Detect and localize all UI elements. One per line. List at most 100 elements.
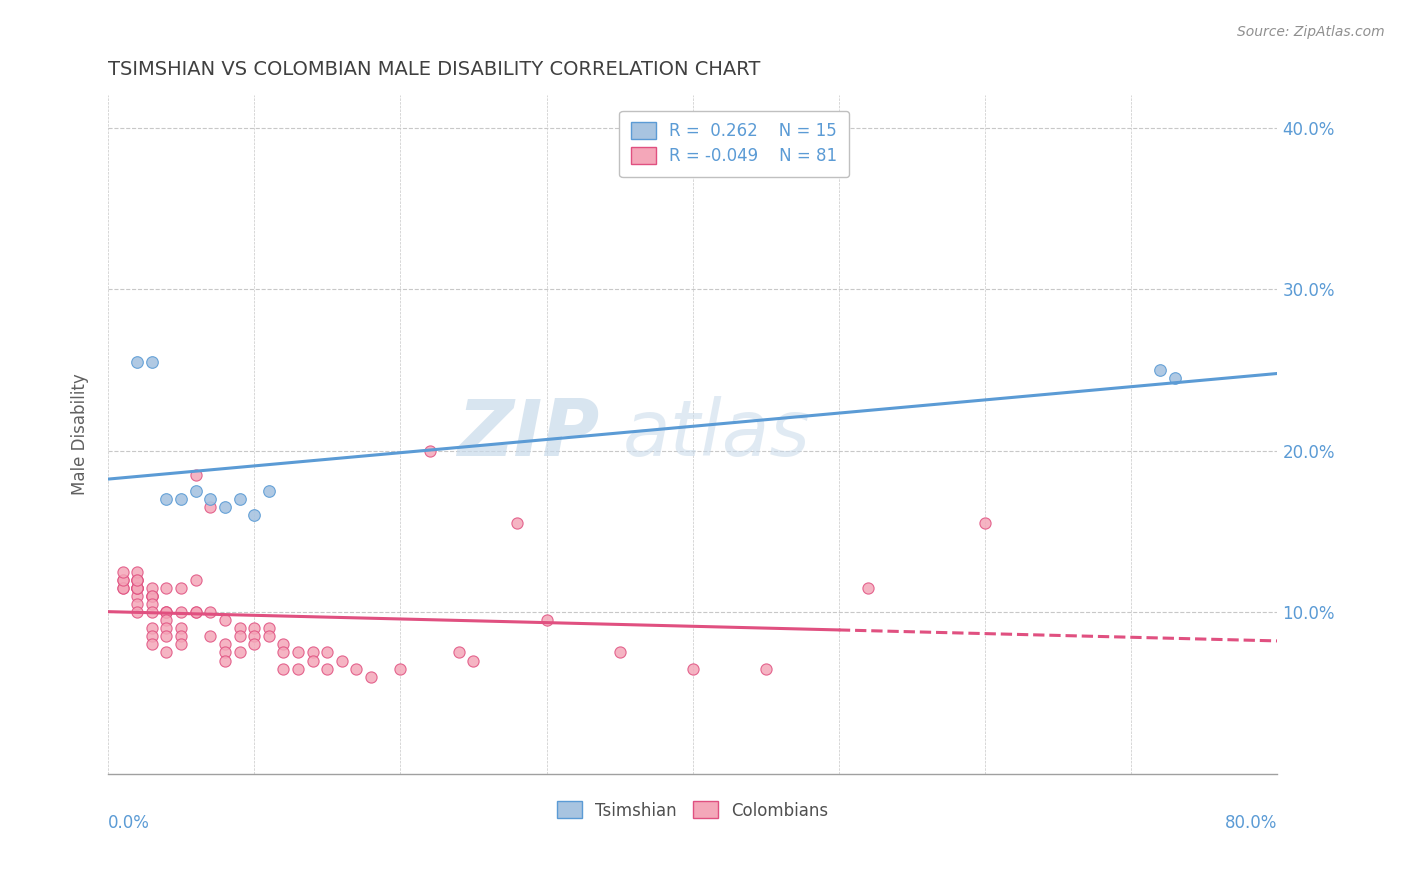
Point (127, 581, 149, 595)
Point (141, 605, 163, 619)
Point (184, 605, 207, 619)
Point (463, 653, 485, 667)
Point (127, 581, 149, 595)
Point (111, 581, 134, 595)
Point (609, 645, 631, 659)
Text: 80.0%: 80.0% (1225, 814, 1278, 832)
Point (184, 483, 207, 498)
Point (287, 645, 309, 659)
Point (214, 613, 236, 627)
Point (447, 645, 470, 659)
Point (141, 637, 163, 651)
Point (536, 613, 558, 627)
Point (127, 605, 149, 619)
Point (214, 653, 236, 667)
Point (155, 613, 177, 627)
Point (170, 581, 193, 595)
Point (1149, 363, 1171, 377)
Point (360, 670, 382, 684)
Point (200, 629, 222, 643)
Point (127, 355, 149, 369)
Point (127, 581, 149, 595)
Point (127, 589, 149, 603)
Point (141, 581, 163, 595)
Point (228, 629, 250, 643)
Point (155, 605, 177, 619)
Point (1164, 371, 1187, 385)
Text: TSIMSHIAN VS COLOMBIAN MALE DISABILITY CORRELATION CHART: TSIMSHIAN VS COLOMBIAN MALE DISABILITY C… (108, 60, 761, 78)
Point (301, 653, 323, 667)
Point (155, 605, 177, 619)
Text: Source: ZipAtlas.com: Source: ZipAtlas.com (1237, 25, 1385, 39)
Point (330, 653, 353, 667)
Point (141, 597, 163, 611)
Point (155, 581, 177, 595)
Point (155, 491, 177, 506)
Text: atlas: atlas (623, 396, 810, 473)
Point (111, 573, 134, 587)
Point (155, 621, 177, 635)
Point (301, 645, 323, 659)
Point (316, 645, 339, 659)
Point (273, 637, 295, 651)
Point (243, 637, 266, 651)
Point (127, 573, 149, 587)
Point (257, 621, 280, 635)
Point (346, 662, 368, 676)
Point (243, 508, 266, 523)
Point (682, 662, 704, 676)
Legend: Tsimshian, Colombians: Tsimshian, Colombians (550, 795, 835, 826)
Point (111, 573, 134, 587)
Point (155, 605, 177, 619)
Point (155, 645, 177, 659)
Point (287, 662, 309, 676)
Point (170, 629, 193, 643)
Point (141, 589, 163, 603)
Point (419, 443, 441, 458)
Point (389, 662, 412, 676)
Point (273, 662, 295, 676)
Point (170, 605, 193, 619)
Point (243, 621, 266, 635)
Point (111, 565, 134, 579)
Point (127, 573, 149, 587)
Point (127, 597, 149, 611)
Point (141, 589, 163, 603)
Point (127, 581, 149, 595)
Point (273, 645, 295, 659)
Point (155, 629, 177, 643)
Y-axis label: Male Disability: Male Disability (72, 374, 89, 495)
Point (755, 662, 778, 676)
Point (141, 621, 163, 635)
Point (170, 637, 193, 651)
Point (257, 483, 280, 498)
Point (506, 516, 529, 531)
Point (184, 467, 207, 482)
Point (257, 629, 280, 643)
Point (316, 662, 339, 676)
Point (200, 500, 222, 515)
Point (214, 637, 236, 651)
Point (127, 581, 149, 595)
Point (184, 605, 207, 619)
Point (141, 589, 163, 603)
Point (214, 645, 236, 659)
Point (243, 629, 266, 643)
Text: ZIP: ZIP (457, 396, 599, 473)
Point (856, 581, 879, 595)
Point (228, 491, 250, 506)
Point (184, 573, 207, 587)
Point (214, 500, 236, 515)
Point (111, 581, 134, 595)
Point (170, 491, 193, 506)
Point (974, 516, 997, 531)
Text: 0.0%: 0.0% (108, 814, 150, 832)
Point (127, 565, 149, 579)
Point (228, 645, 250, 659)
Point (200, 491, 222, 506)
Point (228, 621, 250, 635)
Point (200, 605, 222, 619)
Point (141, 355, 163, 369)
Point (170, 621, 193, 635)
Point (127, 573, 149, 587)
